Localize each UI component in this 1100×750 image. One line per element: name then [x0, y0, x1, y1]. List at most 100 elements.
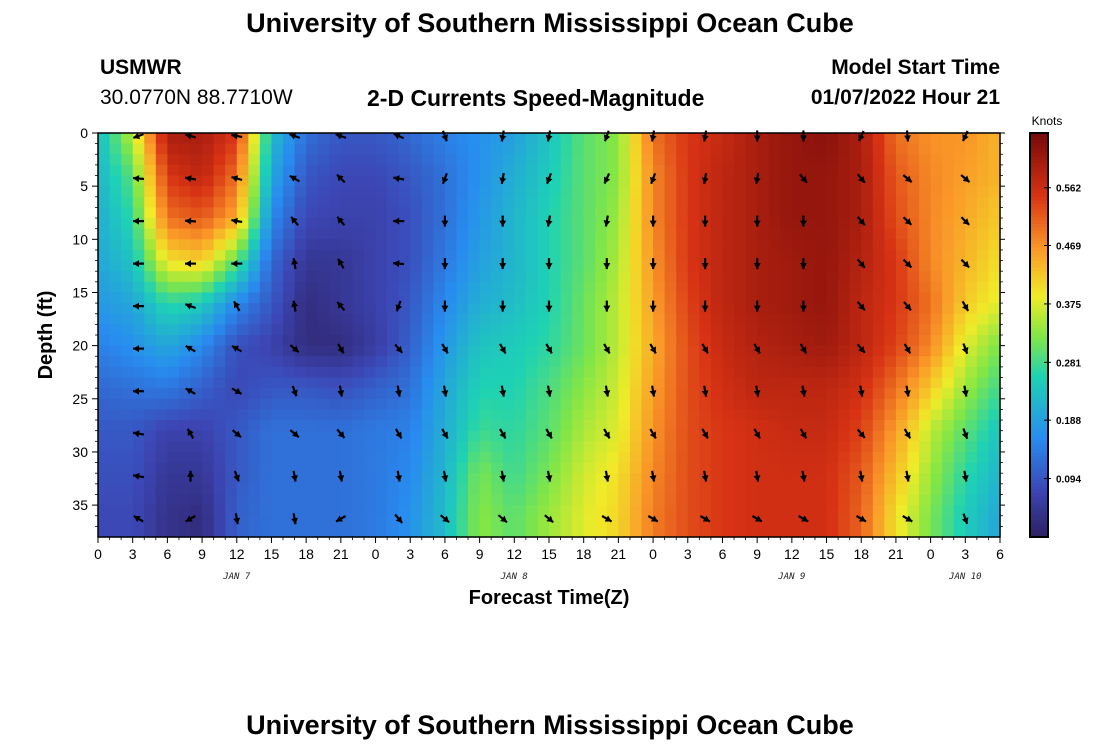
heatmap-cell [190, 133, 203, 145]
heatmap-cell [872, 451, 885, 464]
heatmap-cell [352, 143, 365, 155]
heatmap-cell [629, 303, 643, 315]
x-tick-label: 21 [888, 546, 904, 562]
heatmap-cell [734, 281, 747, 294]
current-vector [441, 258, 449, 270]
heatmap-cell [363, 303, 377, 315]
heatmap-cell [988, 186, 1001, 198]
heatmap-cell [259, 303, 273, 315]
heatmap-cell [248, 420, 261, 432]
heatmap-cell [710, 377, 724, 389]
current-vector [856, 258, 866, 269]
heatmap-cell [433, 451, 446, 464]
heatmap-cell [236, 164, 249, 177]
heatmap-cell [919, 494, 932, 506]
heatmap-cell [780, 430, 793, 442]
heatmap-cell [919, 451, 932, 464]
heatmap-cell [352, 324, 365, 336]
heatmap-cell [375, 430, 388, 442]
heatmap-cell [514, 356, 527, 368]
heatmap-cell [687, 239, 700, 251]
heatmap-cell [421, 196, 434, 209]
heatmap-cell [676, 483, 689, 496]
heatmap-cell [965, 409, 978, 421]
heatmap-cell [687, 420, 700, 432]
heatmap-cell [525, 164, 539, 177]
heatmap-cell [144, 420, 157, 432]
heatmap-cell [329, 441, 342, 453]
heatmap-cell [549, 366, 562, 379]
heatmap-cell [178, 420, 192, 432]
heatmap-cell [468, 228, 481, 240]
heatmap-cell [895, 335, 909, 347]
heatmap-cell [710, 313, 724, 325]
heatmap-cell [687, 462, 700, 474]
heatmap-cell [919, 249, 932, 262]
colorbar-swatch [1030, 372, 1048, 376]
heatmap-cell [144, 515, 157, 527]
heatmap-cell [525, 228, 539, 240]
heatmap-cell [109, 239, 122, 251]
current-vector [701, 428, 709, 439]
current-vector [856, 173, 866, 184]
current-vector [856, 216, 866, 227]
heatmap-cell [849, 388, 862, 400]
heatmap-cell [340, 483, 354, 496]
heatmap-cell [780, 335, 793, 347]
heatmap-cell [329, 239, 342, 251]
heatmap-cell [942, 526, 955, 538]
heatmap-cell [491, 303, 504, 315]
heatmap-cell [444, 420, 458, 432]
heatmap-cell [895, 228, 909, 240]
heatmap-cell [363, 154, 377, 166]
colorbar-swatch [1030, 439, 1048, 444]
heatmap-cell [329, 228, 342, 240]
heatmap-cell [537, 494, 550, 506]
heatmap-cell [375, 133, 388, 145]
heatmap-cell [549, 175, 562, 187]
heatmap-cell [884, 398, 897, 411]
heatmap-cell [283, 133, 296, 145]
heatmap-cell [872, 473, 885, 485]
heatmap-cell [757, 345, 770, 357]
heatmap-cell [317, 505, 330, 517]
heatmap-cell [202, 133, 215, 145]
heatmap-cell [421, 292, 434, 304]
heatmap-cell [479, 483, 492, 496]
heatmap-cell [930, 366, 943, 379]
heatmap-cell [618, 324, 631, 336]
heatmap-cell [768, 430, 781, 442]
heatmap-cell [965, 420, 978, 432]
y-tick-label: 20 [72, 338, 88, 354]
heatmap-cell [468, 186, 481, 198]
heatmap-cell [583, 207, 596, 219]
heatmap-cell [144, 451, 157, 464]
heatmap-cell [317, 218, 330, 230]
current-vector [185, 387, 196, 395]
heatmap-cell [398, 494, 411, 506]
heatmap-cell [583, 239, 596, 251]
heatmap-cell [687, 441, 700, 453]
heatmap-cell [814, 366, 828, 379]
heatmap-cell [780, 249, 793, 262]
heatmap-cell [780, 228, 793, 240]
heatmap-cell [768, 335, 781, 347]
heatmap-cell [167, 196, 180, 209]
x-tick-label: 0 [372, 546, 380, 562]
heatmap-cell [190, 281, 203, 294]
heatmap-cell [491, 409, 504, 421]
heatmap-cell [849, 175, 862, 187]
heatmap-cell [398, 271, 411, 283]
heatmap-cell [479, 154, 492, 166]
heatmap-cell [352, 175, 365, 187]
heatmap-cell [872, 388, 885, 400]
heatmap-cell [491, 281, 504, 294]
heatmap-cell [202, 303, 215, 315]
heatmap-cell [178, 196, 192, 209]
heatmap-cell [606, 505, 619, 517]
heatmap-cell [965, 154, 978, 166]
heatmap-cell [271, 430, 284, 442]
heatmap-cell [294, 207, 307, 219]
heatmap-cell [930, 207, 943, 219]
heatmap-cell [710, 483, 724, 496]
